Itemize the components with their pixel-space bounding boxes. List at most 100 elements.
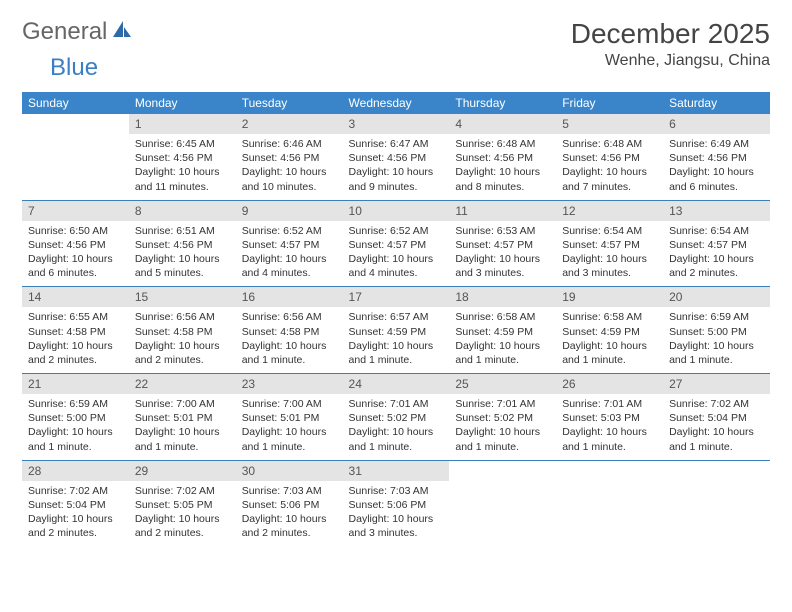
day-info-cell: Sunrise: 6:48 AMSunset: 4:56 PMDaylight:…	[449, 134, 556, 200]
day-d2: and 7 minutes.	[562, 180, 657, 194]
dow-thu: Thursday	[449, 92, 556, 114]
day-info-cell	[663, 481, 770, 547]
day-ss: Sunset: 5:06 PM	[242, 498, 337, 512]
day-info-cell	[449, 481, 556, 547]
day-info-cell: Sunrise: 7:03 AMSunset: 5:06 PMDaylight:…	[236, 481, 343, 547]
day-d1: Daylight: 10 hours	[135, 512, 230, 526]
day-ss: Sunset: 4:59 PM	[562, 325, 657, 339]
day-d1: Daylight: 10 hours	[242, 165, 337, 179]
logo-text-1: General	[22, 18, 107, 46]
day-d1: Daylight: 10 hours	[135, 165, 230, 179]
day-sr: Sunrise: 7:03 AM	[242, 484, 337, 498]
day-info-cell: Sunrise: 6:54 AMSunset: 4:57 PMDaylight:…	[663, 221, 770, 287]
day-number-cell: 12	[556, 201, 663, 221]
day-d1: Daylight: 10 hours	[135, 339, 230, 353]
day-d2: and 3 minutes.	[455, 266, 550, 280]
day-ss: Sunset: 4:56 PM	[562, 151, 657, 165]
day-d1: Daylight: 10 hours	[28, 512, 123, 526]
day-number-cell: 25	[449, 374, 556, 394]
day-info-cell: Sunrise: 7:01 AMSunset: 5:02 PMDaylight:…	[449, 394, 556, 460]
day-number-cell: 13	[663, 201, 770, 221]
day-sr: Sunrise: 7:01 AM	[455, 397, 550, 411]
day-d2: and 2 minutes.	[28, 526, 123, 540]
dow-row: Sunday Monday Tuesday Wednesday Thursday…	[22, 92, 770, 114]
day-d1: Daylight: 10 hours	[455, 339, 550, 353]
day-d2: and 1 minute.	[349, 440, 444, 454]
dow-fri: Friday	[556, 92, 663, 114]
day-ss: Sunset: 5:01 PM	[135, 411, 230, 425]
day-ss: Sunset: 5:00 PM	[669, 325, 764, 339]
day-number-cell: 29	[129, 461, 236, 481]
day-number-cell: 30	[236, 461, 343, 481]
day-number-cell: 4	[449, 114, 556, 134]
dow-mon: Monday	[129, 92, 236, 114]
day-d1: Daylight: 10 hours	[562, 165, 657, 179]
day-ss: Sunset: 4:56 PM	[28, 238, 123, 252]
day-ss: Sunset: 5:01 PM	[242, 411, 337, 425]
daynum-row: 14151617181920	[22, 287, 770, 307]
day-info-cell: Sunrise: 6:59 AMSunset: 5:00 PMDaylight:…	[22, 394, 129, 460]
day-d2: and 4 minutes.	[349, 266, 444, 280]
info-row: Sunrise: 6:50 AMSunset: 4:56 PMDaylight:…	[22, 221, 770, 287]
calendar-table: Sunday Monday Tuesday Wednesday Thursday…	[22, 92, 770, 546]
day-sr: Sunrise: 6:46 AM	[242, 137, 337, 151]
day-sr: Sunrise: 7:01 AM	[562, 397, 657, 411]
day-ss: Sunset: 4:56 PM	[455, 151, 550, 165]
day-d1: Daylight: 10 hours	[135, 425, 230, 439]
day-sr: Sunrise: 6:57 AM	[349, 310, 444, 324]
day-number-cell: 19	[556, 287, 663, 307]
day-number-cell: 17	[343, 287, 450, 307]
day-info-cell: Sunrise: 7:02 AMSunset: 5:05 PMDaylight:…	[129, 481, 236, 547]
day-number-cell: 28	[22, 461, 129, 481]
day-d2: and 1 minute.	[28, 440, 123, 454]
day-d2: and 9 minutes.	[349, 180, 444, 194]
day-info-cell: Sunrise: 6:48 AMSunset: 4:56 PMDaylight:…	[556, 134, 663, 200]
day-ss: Sunset: 4:58 PM	[242, 325, 337, 339]
day-number-cell: 27	[663, 374, 770, 394]
day-d2: and 8 minutes.	[455, 180, 550, 194]
dow-wed: Wednesday	[343, 92, 450, 114]
dow-sat: Saturday	[663, 92, 770, 114]
day-d2: and 3 minutes.	[562, 266, 657, 280]
day-ss: Sunset: 5:02 PM	[349, 411, 444, 425]
day-number-cell: 10	[343, 201, 450, 221]
day-info-cell: Sunrise: 7:02 AMSunset: 5:04 PMDaylight:…	[22, 481, 129, 547]
day-d2: and 2 minutes.	[28, 353, 123, 367]
day-sr: Sunrise: 7:02 AM	[669, 397, 764, 411]
day-sr: Sunrise: 6:54 AM	[669, 224, 764, 238]
day-d1: Daylight: 10 hours	[562, 252, 657, 266]
day-ss: Sunset: 4:57 PM	[669, 238, 764, 252]
day-number-cell: 24	[343, 374, 450, 394]
day-d2: and 5 minutes.	[135, 266, 230, 280]
daynum-row: 28293031	[22, 461, 770, 481]
day-info-cell: Sunrise: 6:51 AMSunset: 4:56 PMDaylight:…	[129, 221, 236, 287]
day-d1: Daylight: 10 hours	[669, 425, 764, 439]
day-d1: Daylight: 10 hours	[349, 252, 444, 266]
day-d2: and 1 minute.	[242, 440, 337, 454]
day-info-cell: Sunrise: 7:00 AMSunset: 5:01 PMDaylight:…	[129, 394, 236, 460]
day-number-cell: 23	[236, 374, 343, 394]
day-sr: Sunrise: 7:01 AM	[349, 397, 444, 411]
day-sr: Sunrise: 6:47 AM	[349, 137, 444, 151]
day-d1: Daylight: 10 hours	[28, 425, 123, 439]
day-sr: Sunrise: 6:49 AM	[669, 137, 764, 151]
day-number-cell: 8	[129, 201, 236, 221]
day-d2: and 6 minutes.	[669, 180, 764, 194]
day-sr: Sunrise: 6:51 AM	[135, 224, 230, 238]
day-number-cell: 16	[236, 287, 343, 307]
day-info-cell: Sunrise: 6:56 AMSunset: 4:58 PMDaylight:…	[236, 307, 343, 373]
day-ss: Sunset: 4:56 PM	[135, 238, 230, 252]
day-number-cell: 15	[129, 287, 236, 307]
day-d2: and 1 minute.	[242, 353, 337, 367]
day-ss: Sunset: 4:59 PM	[455, 325, 550, 339]
day-number-cell: 22	[129, 374, 236, 394]
day-ss: Sunset: 4:58 PM	[28, 325, 123, 339]
day-ss: Sunset: 4:57 PM	[562, 238, 657, 252]
day-sr: Sunrise: 7:03 AM	[349, 484, 444, 498]
day-d1: Daylight: 10 hours	[455, 165, 550, 179]
day-sr: Sunrise: 7:00 AM	[242, 397, 337, 411]
day-d2: and 1 minute.	[455, 353, 550, 367]
logo-text-2: Blue	[50, 54, 98, 82]
day-number-cell	[22, 114, 129, 134]
day-d2: and 1 minute.	[669, 440, 764, 454]
